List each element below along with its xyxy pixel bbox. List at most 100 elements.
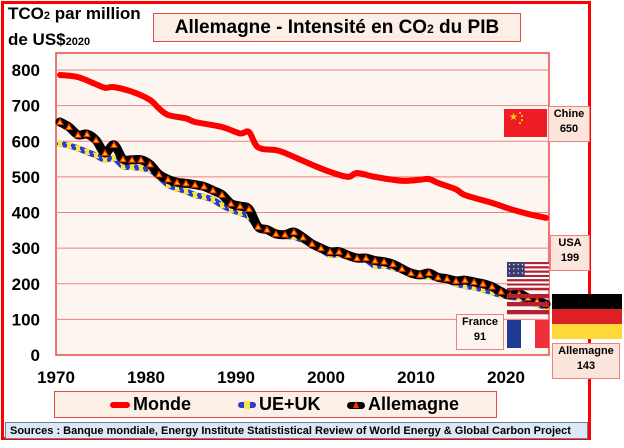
allemagne-point — [128, 155, 136, 163]
allemagne-point — [326, 247, 334, 255]
allemagne-point — [254, 222, 262, 230]
callout-germany-value: 143 — [576, 360, 596, 372]
y-tick-label: 300 — [12, 239, 40, 258]
x-tick-label: 1980 — [127, 368, 165, 387]
allemagne-point — [182, 179, 190, 187]
allemagne-point — [56, 118, 64, 126]
y-tick-label: 600 — [12, 132, 40, 151]
legend-swatch-allemagne — [347, 400, 365, 409]
callout-china-name: Chine — [553, 108, 585, 120]
callout-usa-name: USA — [558, 237, 582, 249]
x-tick-label: 2010 — [397, 368, 435, 387]
usa-flag-icon — [507, 262, 549, 315]
ue-uk-point — [111, 154, 117, 161]
allemagne-point — [434, 273, 442, 281]
allemagne-point — [353, 254, 361, 262]
ue-uk-point — [210, 196, 216, 203]
allemagne-point — [173, 178, 181, 186]
y-axis-label: TCO2 par million de US$2020 — [8, 4, 141, 49]
x-tick-label: 1990 — [217, 368, 255, 387]
x-tick-label: 2020 — [487, 368, 525, 387]
allemagne-point — [335, 247, 343, 255]
ue-uk-point — [57, 140, 63, 147]
allemagne-point — [110, 140, 118, 148]
y-tick-label: 800 — [12, 61, 40, 80]
allemagne-point — [416, 270, 424, 278]
callout-china-value: 650 — [559, 123, 579, 135]
allemagne-point — [407, 269, 415, 277]
callout-usa-value: 199 — [560, 252, 580, 264]
allemagne-point — [137, 155, 145, 163]
ue-uk-point — [66, 142, 72, 149]
callout-france-value: 91 — [473, 331, 487, 343]
allemagne-point — [191, 180, 199, 188]
allemagne-point — [461, 276, 469, 284]
allemagne-point — [398, 264, 406, 272]
ue-uk-point — [129, 163, 135, 170]
callout-usa: USA 199 — [550, 235, 590, 271]
y-axis-ticks: 0 100 200 300 400 500 600 700 800 — [12, 61, 40, 365]
allemagne-point — [380, 257, 388, 265]
allemagne-point — [218, 190, 226, 198]
allemagne-point — [200, 182, 208, 190]
allemagne-point — [155, 170, 163, 178]
allemagne-point — [317, 244, 325, 252]
legend-swatch-ue-uk — [238, 401, 256, 410]
ue-uk-point — [138, 165, 144, 172]
ue-uk-point — [219, 202, 225, 209]
allemagne-point — [74, 130, 82, 138]
callout-china: Chine 650 — [548, 106, 590, 142]
allemagne-point — [119, 155, 127, 163]
allemagne-point — [281, 230, 289, 238]
france-flag-icon — [507, 320, 549, 348]
y-tick-label: 200 — [12, 275, 40, 294]
legend-item-monde: Monde — [110, 392, 191, 417]
ue-uk-point — [93, 152, 99, 159]
ue-uk-point — [183, 188, 189, 195]
y-tick-label: 500 — [12, 168, 40, 187]
series-monde-line — [57, 71, 549, 221]
allemagne-point — [101, 149, 109, 157]
ue-uk-point — [84, 148, 90, 155]
x-tick-label: 1970 — [37, 368, 75, 387]
allemagne-point — [470, 277, 478, 285]
allemagne-point — [362, 254, 370, 262]
allemagne-point — [497, 287, 505, 295]
allemagne-point — [92, 136, 100, 144]
allemagne-point — [452, 276, 460, 284]
allemagne-point — [488, 282, 496, 290]
allemagne-point — [65, 123, 73, 130]
callout-germany: Allemagne 143 — [552, 343, 620, 379]
allemagne-point — [389, 260, 397, 268]
germany-flag-icon — [552, 294, 622, 339]
callout-germany-name: Allemagne — [558, 345, 614, 357]
ue-uk-point — [201, 193, 207, 200]
callout-france: France 91 — [456, 314, 504, 350]
x-axis-ticks: 1970 1980 1990 2000 2010 2020 — [37, 368, 525, 387]
china-flag-icon: ★ — [504, 109, 547, 137]
allemagne-point — [164, 175, 172, 183]
sources-note: Sources : Banque mondiale, Energy Instit… — [5, 422, 588, 439]
legend-item-ue-uk: UE+UK — [238, 392, 321, 417]
allemagne-point — [146, 160, 154, 168]
y-tick-label: 400 — [12, 204, 40, 223]
svg-text:★: ★ — [509, 112, 518, 123]
allemagne-point — [227, 199, 235, 207]
y-tick-label: 700 — [12, 97, 40, 116]
flags: ★ — [504, 109, 622, 348]
x-tick-label: 2000 — [307, 368, 345, 387]
y-tick-label: 0 — [31, 346, 40, 365]
ue-uk-point — [75, 145, 81, 152]
allemagne-point — [443, 274, 451, 282]
allemagne-point — [245, 204, 253, 212]
allemagne-point — [425, 269, 433, 277]
allemagne-point — [83, 130, 91, 138]
plot-area — [55, 52, 550, 356]
allemagne-point — [236, 202, 244, 210]
legend: Monde UE+UK Allemagne — [54, 391, 497, 418]
y-tick-label: 100 — [12, 310, 40, 329]
allemagne-point — [299, 233, 307, 241]
allemagne-point — [479, 279, 487, 287]
allemagne-point — [272, 229, 280, 237]
